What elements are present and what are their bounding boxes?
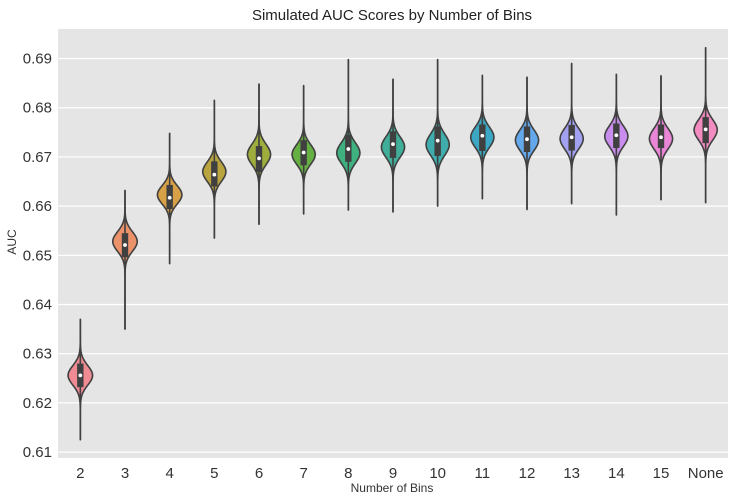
chart-title: Simulated AUC Scores by Number of Bins — [252, 7, 532, 24]
violin-median-point — [659, 135, 663, 140]
x-tick-label: 8 — [344, 465, 352, 482]
violin-median-point — [391, 142, 395, 147]
x-tick-label: 9 — [389, 465, 397, 482]
violin-median-point — [167, 195, 172, 200]
violin-median-point — [78, 373, 83, 378]
violin-median-point — [480, 133, 485, 138]
x-tick-label: 13 — [563, 465, 580, 482]
x-tick-label: 14 — [608, 465, 625, 482]
x-tick-label: 6 — [255, 465, 263, 482]
y-tick-label: 0.64 — [23, 297, 52, 314]
y-tick-label: 0.61 — [23, 444, 52, 461]
violin-median-point — [123, 243, 127, 247]
violin-median-point — [257, 156, 261, 161]
y-tick-label: 0.65 — [23, 247, 52, 264]
y-tick-label: 0.67 — [23, 149, 52, 166]
y-axis-label: AUC — [5, 229, 19, 255]
x-axis-label: Number of Bins — [351, 481, 434, 495]
y-tick-label: 0.66 — [23, 198, 52, 215]
violin-median-point — [614, 133, 619, 138]
violin-median-point — [435, 138, 440, 143]
x-tick-label: 12 — [519, 465, 536, 482]
x-tick-label: 5 — [210, 465, 218, 482]
y-tick-label: 0.68 — [23, 100, 52, 117]
plot-area: 0.61 0.62 0.63 0.64 0.65 0.66 0.67 0.68 0.69 2 3 4 5… — [23, 29, 728, 482]
violin-median-point — [703, 127, 708, 132]
x-tick-label: 11 — [475, 465, 491, 482]
y-tick-label: 0.63 — [23, 346, 52, 363]
violin-median-point — [301, 150, 306, 155]
y-tick-label: 0.62 — [23, 395, 52, 412]
x-tick-label: 3 — [121, 465, 129, 482]
violin-median-point — [346, 147, 351, 151]
y-tick-label: 0.69 — [23, 51, 52, 68]
x-tick-label: 4 — [165, 465, 173, 482]
violin-iqr-box — [479, 124, 486, 152]
x-tick-label: None — [688, 465, 724, 482]
x-tick-label: 10 — [429, 465, 446, 482]
violin-median-point — [569, 135, 574, 140]
x-tick-label: 15 — [653, 465, 670, 482]
violin-median-point — [212, 172, 217, 177]
x-tick-label: 2 — [76, 465, 84, 482]
violin-median-point — [525, 137, 529, 142]
x-tick-label: 7 — [299, 465, 307, 482]
